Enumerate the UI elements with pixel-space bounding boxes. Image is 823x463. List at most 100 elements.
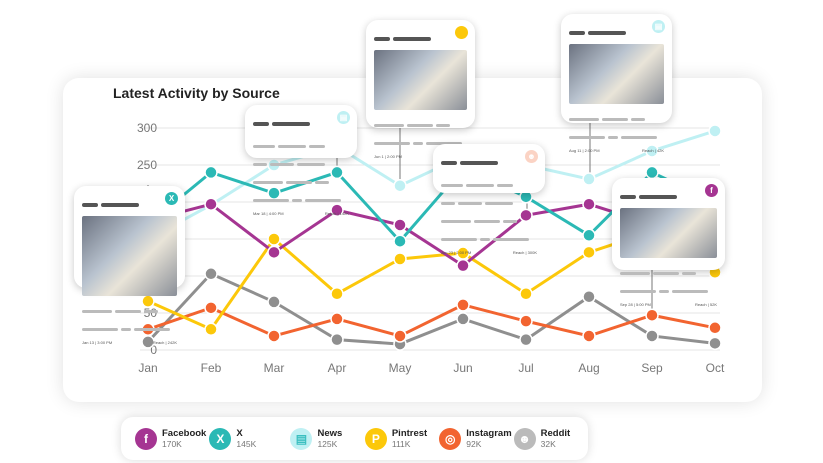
data-point[interactable]: [330, 165, 344, 180]
post-card-reddit[interactable]: ☻ Jun 23 | 2:00 PM Reach | 300K: [433, 144, 545, 255]
post-date: Mar 18 | 4:00 PM: [253, 211, 284, 216]
data-point[interactable]: [204, 197, 218, 211]
data-point[interactable]: [582, 245, 596, 260]
legend-name: Instagram: [466, 428, 512, 439]
chart-title: Latest Activity by Source: [113, 85, 280, 101]
data-point[interactable]: [519, 287, 533, 301]
post-date: Jun 1 | 2:00 PM: [374, 154, 402, 159]
post-image: [374, 50, 467, 110]
data-point[interactable]: [582, 172, 596, 186]
data-point[interactable]: [267, 329, 281, 343]
x-icon: X: [209, 427, 232, 450]
data-point[interactable]: [456, 312, 470, 326]
series-reddit: [141, 267, 722, 351]
x-tick-label: Jun: [453, 361, 472, 375]
data-point[interactable]: [330, 203, 344, 217]
post-date: Jun 23 | 2:00 PM: [441, 250, 472, 255]
data-point[interactable]: [582, 329, 596, 343]
news-icon: ▤: [290, 427, 313, 450]
source-badge-icon: [455, 26, 468, 39]
legend-item-news[interactable]: ▤ News 125K: [290, 427, 364, 450]
source-badge-icon: ▤: [652, 20, 665, 33]
data-point[interactable]: [204, 165, 218, 180]
data-point[interactable]: [645, 329, 659, 343]
x-tick-label: Mar: [264, 361, 285, 375]
data-point[interactable]: [708, 336, 722, 351]
data-point[interactable]: [204, 322, 218, 337]
post-card-news[interactable]: ▤ Mar 18 | 4:00 PM Reach | 142K: [245, 105, 357, 216]
post-reach: Reach | 42K: [642, 148, 664, 153]
legend-value: 125K: [317, 439, 338, 449]
y-tick-label: 250: [137, 158, 157, 172]
post-image: [569, 44, 664, 104]
data-point[interactable]: [456, 258, 470, 273]
y-tick-label: 300: [137, 121, 157, 135]
series-line: [146, 271, 716, 346]
post-date: Aug 11 | 2:00 PM: [569, 148, 600, 153]
x-tick-label: Sep: [641, 361, 663, 375]
x-tick-label: Feb: [201, 361, 222, 375]
data-point[interactable]: [519, 314, 533, 328]
data-point[interactable]: [393, 252, 407, 266]
post-card-news[interactable]: ▤ Aug 11 | 2:00 PM Reach | 42K: [561, 14, 672, 153]
post-reach: Reach | 52K: [695, 302, 717, 307]
data-point[interactable]: [267, 232, 281, 246]
data-point[interactable]: [204, 267, 218, 281]
legend-item-x[interactable]: X X 145K: [209, 427, 290, 450]
data-point[interactable]: [267, 295, 281, 309]
x-tick-label: May: [389, 361, 412, 375]
reddit-icon: ☻: [513, 427, 536, 450]
y-tick-label: 50: [144, 306, 158, 320]
post-card-facebook[interactable]: f Sep 28 | 5:00 PM Reach | 52K: [612, 178, 725, 307]
pintrest-icon: P: [364, 427, 387, 450]
x-tick-label: Oct: [706, 361, 725, 375]
data-point[interactable]: [519, 332, 533, 347]
data-point[interactable]: [393, 218, 407, 232]
legend-name: Pintrest: [391, 428, 428, 439]
facebook-icon: f: [135, 427, 157, 450]
source-badge-icon: ☻: [525, 150, 538, 163]
data-point[interactable]: [204, 301, 218, 315]
data-point[interactable]: [393, 329, 407, 343]
data-point[interactable]: [393, 234, 407, 248]
data-point[interactable]: [330, 287, 344, 301]
legend-value: 145K: [236, 439, 257, 449]
series-line: [147, 303, 716, 338]
instagram-icon: ◎: [439, 427, 462, 450]
legend-item-reddit[interactable]: ☻ Reddit 32K: [513, 427, 588, 450]
legend-name: X: [236, 428, 243, 439]
post-reach: Reach | 242K: [152, 340, 177, 345]
data-point[interactable]: [330, 312, 344, 326]
series-line: [147, 129, 716, 241]
data-point[interactable]: [708, 321, 722, 335]
data-point[interactable]: [645, 165, 659, 180]
data-point[interactable]: [519, 208, 533, 223]
legend-name: Facebook: [162, 428, 207, 439]
legend: f Facebook 170K X X 145K ▤ News 125K P Pintrest 111…: [121, 417, 588, 460]
data-point[interactable]: [393, 178, 407, 193]
legend-value: 32K: [540, 439, 556, 449]
legend-item-instagram[interactable]: ◎ Instagram 92K: [439, 427, 513, 450]
data-point[interactable]: [708, 124, 722, 138]
data-point[interactable]: [267, 245, 281, 260]
post-card-x[interactable]: X Jan 13 | 3:00 PM Reach | 242K: [74, 186, 185, 345]
data-point[interactable]: [456, 298, 470, 312]
legend-value: 92K: [466, 439, 482, 449]
source-badge-icon: ▤: [337, 111, 350, 124]
legend-value: 111K: [391, 439, 411, 449]
data-point[interactable]: [582, 289, 596, 304]
data-point[interactable]: [645, 144, 659, 158]
post-reach: Reach | 142K: [324, 211, 349, 216]
legend-value: 170K: [162, 439, 182, 449]
post-image: [82, 216, 177, 296]
legend-item-facebook[interactable]: f Facebook 170K: [135, 427, 209, 450]
data-point[interactable]: [645, 308, 659, 322]
legend-item-pintrest[interactable]: P Pintrest 111K: [364, 427, 439, 450]
data-point[interactable]: [330, 332, 344, 347]
series-instagram: [141, 298, 722, 343]
legend-name: Reddit: [540, 428, 571, 439]
post-reach: Reach | 300K: [512, 250, 537, 255]
data-point[interactable]: [582, 228, 596, 243]
data-point[interactable]: [582, 197, 596, 211]
